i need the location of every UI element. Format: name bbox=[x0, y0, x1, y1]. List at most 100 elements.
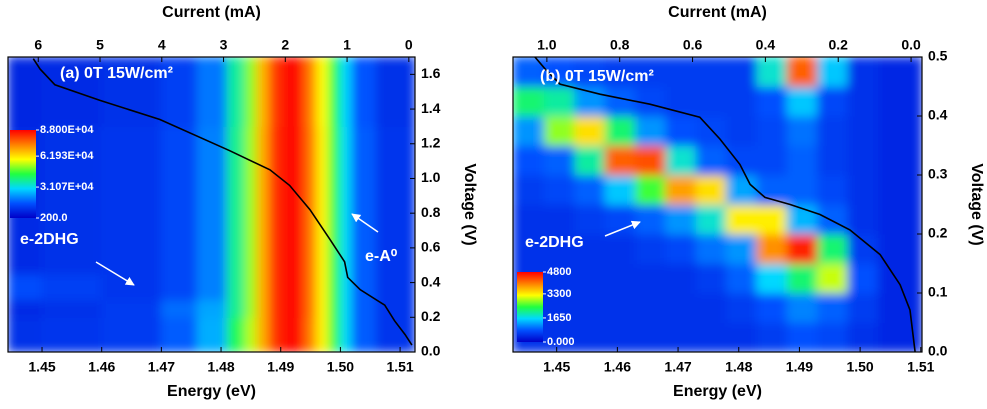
heat-cell bbox=[196, 57, 228, 127]
heat-cell bbox=[726, 204, 758, 235]
heat-cell bbox=[786, 292, 819, 323]
heat-cell bbox=[544, 57, 576, 87]
heat-cell bbox=[695, 233, 728, 264]
heat-cell bbox=[877, 322, 922, 352]
colorbar-label: 200.0 bbox=[40, 212, 68, 224]
heat-cell bbox=[375, 230, 415, 275]
x2-axis-title: Current (mA) bbox=[162, 4, 261, 21]
heat-cell bbox=[226, 125, 246, 179]
heat-cell bbox=[544, 292, 576, 323]
heat-cell bbox=[196, 299, 228, 318]
y-tick-label: 1.6 bbox=[421, 65, 441, 81]
annotation: e-2DHG bbox=[525, 234, 584, 251]
heat-cell bbox=[877, 233, 922, 264]
heat-cell bbox=[604, 174, 637, 205]
heat-cell bbox=[256, 230, 270, 275]
x2-tick-label: 2 bbox=[281, 37, 289, 53]
heat-cell bbox=[41, 177, 103, 232]
heat-cell bbox=[574, 145, 606, 176]
x2-tick-label: 0 bbox=[405, 37, 413, 53]
heat-cell bbox=[327, 57, 341, 127]
heat-cell bbox=[327, 299, 341, 318]
heat-cell bbox=[244, 177, 258, 232]
heat-cell bbox=[339, 125, 353, 179]
heat-cell bbox=[726, 233, 758, 264]
heat-cell bbox=[351, 230, 377, 275]
heat-cell bbox=[513, 233, 546, 264]
heat-cell bbox=[756, 115, 788, 146]
heat-cell bbox=[280, 230, 306, 275]
heat-cell bbox=[665, 322, 697, 352]
heat-cell bbox=[847, 263, 879, 294]
heat-cell bbox=[375, 273, 415, 301]
x2-tick-label: 4 bbox=[158, 37, 166, 53]
annotation: e-2DHG bbox=[20, 231, 79, 248]
heat-cell bbox=[375, 177, 415, 232]
heat-cell bbox=[604, 86, 637, 117]
heat-cell bbox=[280, 316, 306, 352]
heat-cell bbox=[101, 57, 162, 127]
x-axis-title: Energy (eV) bbox=[167, 383, 256, 400]
heat-cell bbox=[375, 57, 415, 127]
heat-cell bbox=[635, 263, 667, 294]
y-tick-label: 0.2 bbox=[421, 308, 441, 324]
heat-cell bbox=[695, 263, 728, 294]
heat-cell bbox=[339, 57, 353, 127]
heat-cell bbox=[726, 174, 758, 205]
heat-cell bbox=[339, 177, 353, 232]
x-tick-label: 1.47 bbox=[148, 359, 175, 375]
heat-cell bbox=[817, 145, 849, 176]
heat-cell bbox=[160, 177, 198, 232]
heat-cell bbox=[226, 299, 246, 318]
heat-cell bbox=[41, 273, 103, 301]
heat-cell bbox=[316, 177, 329, 232]
heat-cell bbox=[316, 299, 329, 318]
annotation: e-A⁰ bbox=[365, 248, 398, 265]
x-tick-label: 1.46 bbox=[604, 359, 631, 375]
heat-cell bbox=[256, 57, 270, 127]
heat-cell bbox=[256, 299, 270, 318]
heat-cell bbox=[160, 125, 198, 179]
heat-cell bbox=[635, 233, 667, 264]
heat-cell bbox=[304, 230, 318, 275]
heat-cell bbox=[756, 174, 788, 205]
heat-cell bbox=[726, 115, 758, 146]
heat-cell bbox=[226, 316, 246, 352]
heat-cell bbox=[635, 57, 667, 87]
heat-cell bbox=[847, 292, 879, 323]
heat-cell bbox=[756, 292, 788, 323]
heat-cell bbox=[244, 316, 258, 352]
heat-cell bbox=[101, 316, 162, 352]
heat-cell bbox=[665, 292, 697, 323]
heat-cell bbox=[817, 115, 849, 146]
x2-tick-label: 3 bbox=[220, 37, 228, 53]
heat-cell bbox=[665, 204, 697, 235]
colorbar-label: 3300 bbox=[547, 288, 571, 300]
heat-cell bbox=[226, 177, 246, 232]
heat-cell bbox=[256, 177, 270, 232]
heat-cell bbox=[574, 204, 606, 235]
heat-cell bbox=[786, 57, 819, 87]
iv-curve bbox=[32, 58, 413, 346]
heatmap bbox=[8, 57, 415, 352]
y-tick-label: 0.0 bbox=[928, 343, 948, 359]
heat-cell bbox=[226, 57, 246, 127]
heat-cell bbox=[268, 125, 282, 179]
heat-cell bbox=[847, 322, 879, 352]
heat-cell bbox=[351, 57, 377, 127]
heat-cell bbox=[574, 174, 606, 205]
x-tick-label: 1.50 bbox=[327, 359, 354, 375]
heat-cell bbox=[665, 174, 697, 205]
heat-cell bbox=[847, 57, 879, 87]
heat-cell bbox=[604, 292, 637, 323]
x2-axis-title: Current (mA) bbox=[668, 4, 767, 21]
plot-frame bbox=[7, 56, 416, 353]
heat-cell bbox=[351, 273, 377, 301]
heat-cell bbox=[786, 263, 819, 294]
heat-cell bbox=[665, 57, 697, 87]
heat-cell bbox=[665, 145, 697, 176]
heat-cell bbox=[726, 145, 758, 176]
heat-cell bbox=[847, 86, 879, 117]
heat-cell bbox=[101, 273, 162, 301]
heat-cell bbox=[574, 233, 606, 264]
